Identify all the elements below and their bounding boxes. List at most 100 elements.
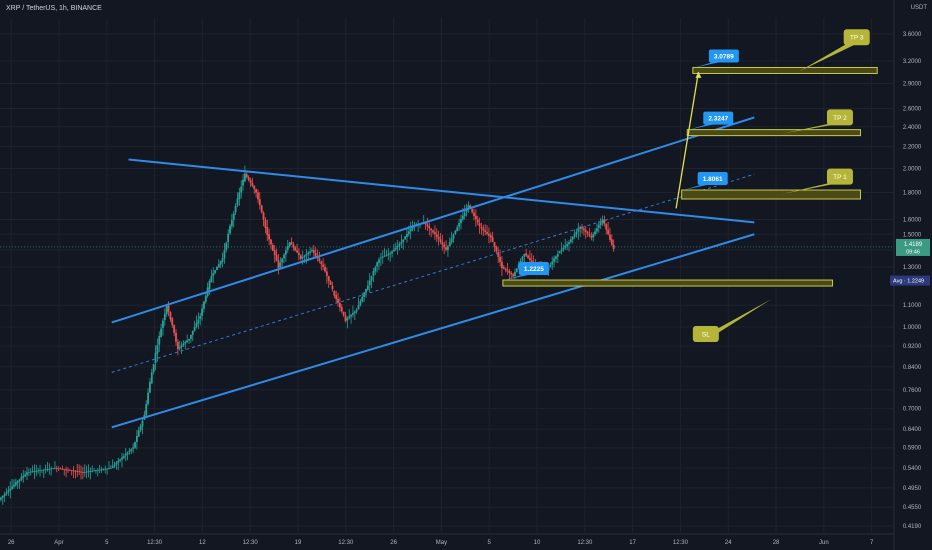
- candle-body: [437, 236, 440, 240]
- candle-body: [121, 457, 123, 460]
- candle-body: [594, 231, 596, 235]
- candle-body: [98, 469, 101, 471]
- candle-body: [411, 226, 414, 230]
- candle-body: [378, 259, 380, 263]
- y-tick-label: 0.4950: [903, 486, 922, 492]
- candle-body: [163, 313, 166, 321]
- candle-body: [158, 336, 161, 345]
- y-tick-label: 2.4000: [903, 125, 922, 131]
- candle-body: [104, 468, 107, 470]
- candle-body: [607, 229, 610, 235]
- candle-body: [44, 469, 47, 471]
- x-tick-label: 28: [773, 540, 780, 546]
- candle-body: [445, 247, 447, 250]
- candle-body: [348, 316, 351, 319]
- candle-body: [506, 269, 509, 272]
- candle-body: [275, 254, 278, 261]
- candle-body: [596, 228, 598, 232]
- candle-body: [484, 230, 487, 232]
- candle-body: [57, 468, 60, 470]
- candle-body: [383, 255, 386, 257]
- tp-callout: [826, 168, 853, 185]
- candle-body: [365, 288, 367, 293]
- x-tick-label: 12:30: [147, 540, 163, 546]
- candle-body: [549, 264, 552, 268]
- tp-callout-pointer: [782, 182, 841, 195]
- candle-body: [52, 468, 54, 470]
- zone-name-label: TP 3: [850, 35, 864, 42]
- candle-body: [29, 471, 32, 473]
- candle-body: [139, 425, 142, 431]
- candle-body: [245, 174, 248, 178]
- tp-callout: [843, 29, 870, 46]
- value-callout: [697, 172, 728, 186]
- candle-body: [575, 232, 578, 235]
- zone-value-label: 1.8061: [703, 176, 723, 183]
- candle-body: [132, 447, 135, 449]
- candle-body: [277, 260, 280, 268]
- candle-body: [119, 459, 122, 461]
- candle-body: [188, 338, 190, 341]
- y-tick-label: 3.2000: [903, 59, 922, 65]
- candle-body: [160, 328, 163, 337]
- candle-body: [582, 228, 585, 231]
- candle-body: [523, 254, 526, 257]
- candle-body: [240, 186, 243, 193]
- candle-body: [221, 258, 224, 262]
- x-tick-label: 5: [488, 540, 492, 546]
- candle-body: [514, 271, 516, 276]
- candle-body: [333, 291, 336, 296]
- candle-body: [126, 452, 129, 455]
- zone-tp-2: [686, 129, 861, 137]
- candle-body: [13, 484, 15, 487]
- candle-body: [480, 226, 483, 229]
- y-tick-label: 0.7000: [903, 407, 922, 413]
- candle-body: [50, 468, 53, 470]
- candle-body: [312, 250, 315, 253]
- candle-body: [227, 233, 230, 243]
- zone-tp-1: [681, 189, 861, 200]
- x-tick-label: 24: [725, 540, 732, 546]
- candle-body: [433, 232, 436, 235]
- candle-body: [262, 212, 265, 220]
- candle-body: [154, 352, 157, 364]
- candle-body: [24, 474, 27, 477]
- candle-body: [551, 261, 554, 265]
- candle-body: [447, 246, 449, 251]
- candle-body: [68, 469, 71, 471]
- candle-body: [273, 250, 276, 256]
- trendline-resistance: [128, 158, 755, 224]
- candle-body: [400, 242, 403, 244]
- candle-body: [311, 250, 313, 252]
- candle-body: [458, 222, 461, 227]
- zone-value-label: 3.0789: [714, 53, 734, 60]
- candle-body: [234, 205, 237, 213]
- tp-callout: [826, 109, 853, 126]
- x-tick-label: Apr: [54, 540, 63, 546]
- candle-body: [478, 223, 481, 227]
- candle-body: [72, 470, 75, 472]
- candle-body: [39, 470, 41, 472]
- candle-body: [186, 340, 189, 343]
- candle-body: [571, 236, 574, 240]
- candle-body: [432, 230, 434, 233]
- candle-body: [37, 470, 40, 472]
- candle-body: [361, 296, 364, 302]
- candle-body: [586, 231, 589, 234]
- candle-body: [394, 247, 397, 250]
- candle-body: [251, 183, 254, 186]
- candle-body: [80, 471, 82, 473]
- candle-body: [460, 219, 462, 224]
- candle-body: [387, 254, 390, 256]
- candle-body: [130, 449, 133, 451]
- candle-body: [335, 295, 338, 300]
- candle-body: [3, 493, 6, 496]
- candle-body: [182, 343, 185, 346]
- candle-body: [355, 309, 358, 312]
- candle-body: [402, 239, 405, 243]
- candle-body: [499, 256, 501, 262]
- candle-body: [236, 198, 239, 206]
- candle-body: [178, 346, 181, 349]
- candle-body: [257, 192, 259, 200]
